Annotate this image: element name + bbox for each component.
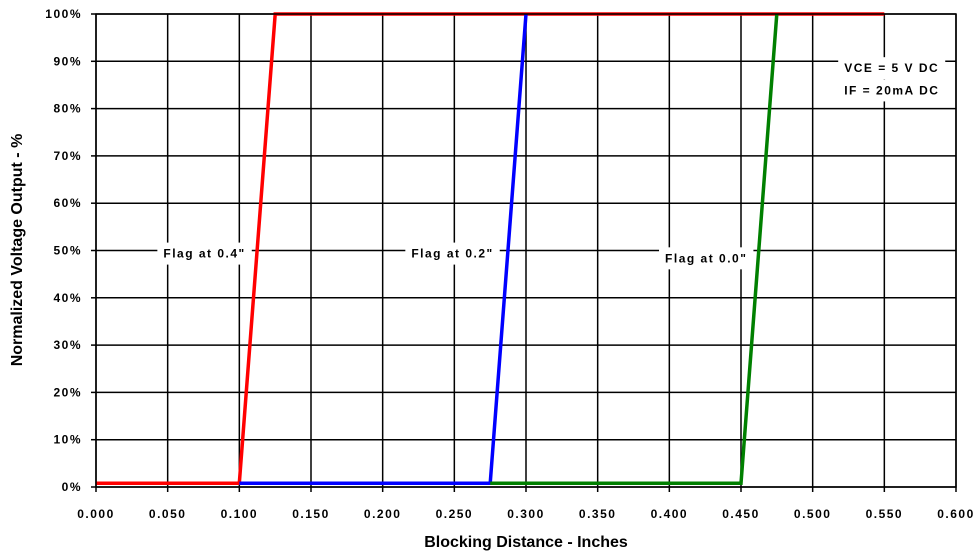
annotation-label: Flag at 0.4"	[163, 247, 245, 261]
annotation-background	[838, 79, 946, 102]
annotation-label: IF = 20mA DC	[844, 83, 939, 97]
y-tick-label: 10%	[53, 433, 82, 447]
y-tick-label: 90%	[53, 54, 82, 68]
annotations: Flag at 0.4" Flag at 0.2" Flag at 0.0" VCE …	[157, 57, 946, 270]
annotation: Flag at 0.0"	[659, 247, 754, 270]
x-axis-title: Blocking Distance - Inches	[424, 534, 628, 551]
series-line-3	[490, 13, 779, 485]
annotation-background	[659, 247, 754, 270]
y-tick-label: 40%	[53, 291, 82, 305]
y-tick-label: 50%	[53, 244, 82, 258]
x-tick-label: 0.450	[722, 507, 760, 521]
annotation-label: Flag at 0.0"	[665, 251, 747, 265]
x-tick-label: 0.150	[292, 507, 330, 521]
x-tick-label: 0.000	[77, 507, 115, 521]
x-tick-label: 0.350	[579, 507, 617, 521]
annotation-background	[405, 242, 500, 265]
y-axis-title: Normalized Voltage Output - %	[9, 134, 26, 367]
x-axis-ticks: 0.000 0.050 0.100 0.150 0.200 0.250 0.300 0.350…	[77, 487, 975, 521]
x-tick-label: 0.400	[651, 507, 689, 521]
x-tick-label: 0.200	[364, 507, 402, 521]
y-tick-label: 30%	[53, 338, 82, 352]
annotation: Flag at 0.4"	[157, 242, 252, 265]
annotation-label: VCE = 5 V DC	[844, 61, 939, 75]
y-tick-label: 70%	[53, 149, 82, 163]
annotation-background	[157, 242, 252, 265]
y-axis-ticks: 0% 10% 20% 30% 40% 50% 60% 70% 80% 90% 100%	[45, 7, 96, 494]
annotation: VCE = 5 V DC	[838, 57, 946, 80]
y-tick-label: 0%	[62, 480, 82, 494]
x-tick-label: 0.050	[149, 507, 187, 521]
annotation-label: Flag at 0.2"	[411, 247, 493, 261]
y-tick-label: 100%	[45, 7, 82, 21]
y-tick-label: 80%	[53, 102, 82, 116]
x-tick-label: 0.600	[937, 507, 975, 521]
x-tick-label: 0.500	[794, 507, 832, 521]
x-tick-label: 0.250	[436, 507, 474, 521]
y-tick-label: 20%	[53, 385, 82, 399]
annotation: IF = 20mA DC	[838, 79, 946, 102]
annotation-background	[838, 57, 946, 80]
x-tick-label: 0.550	[866, 507, 904, 521]
y-tick-label: 60%	[53, 196, 82, 210]
x-tick-label: 0.300	[507, 507, 545, 521]
x-tick-label: 0.100	[221, 507, 259, 521]
annotation: Flag at 0.2"	[405, 242, 500, 265]
